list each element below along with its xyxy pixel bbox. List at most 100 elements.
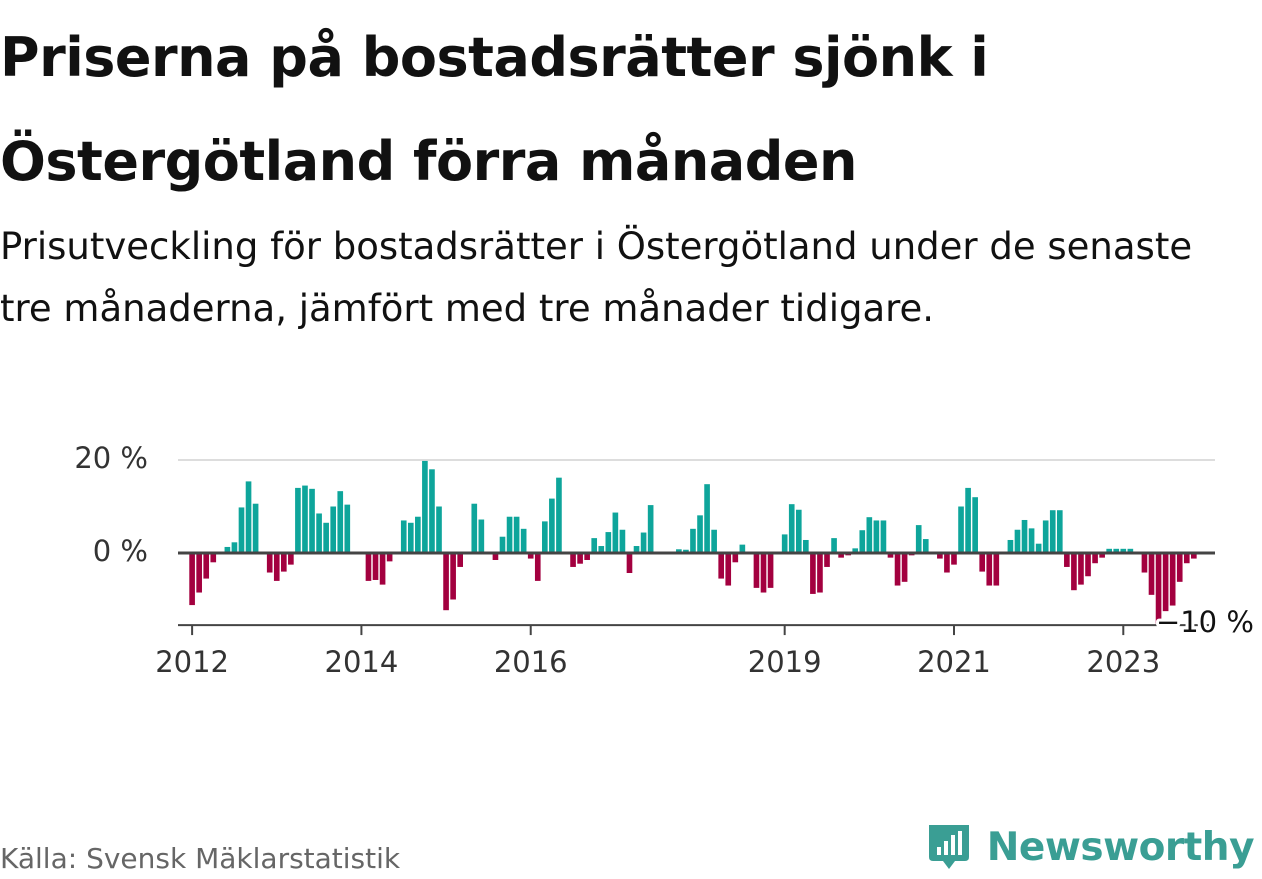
bar [951,553,957,565]
bar [337,491,344,553]
bar [852,548,859,553]
bar [1191,553,1197,559]
x-tick-label: 2014 [325,645,399,679]
bar [556,477,562,553]
bar [880,520,887,553]
bar-chart-logo-icon [928,825,969,869]
bar [937,553,943,559]
bar [506,516,513,553]
bar [196,553,202,593]
bar [1042,520,1049,553]
bar [330,506,337,553]
bar [965,487,971,553]
bar [753,553,760,588]
bar [1113,548,1120,553]
bar [422,460,428,553]
bar [781,534,788,553]
bar [527,553,534,559]
chart-title: Priserna på bostadsrätter sjönk i Österg… [0,26,989,193]
bar [365,553,372,581]
bar-chart: 0 % 20 % 2012 2014 2016 2019 2021 2023 −10 % [74,441,1257,679]
bar [633,546,640,554]
bar [901,553,908,582]
axis-labels: 0 % 20 % 2012 2014 2016 2019 2021 2023 −10 % [74,441,1257,679]
x-tick-label: 2021 [917,645,991,679]
bar [647,505,654,553]
bar [1141,553,1148,573]
bar [1092,553,1098,564]
bar [231,542,238,554]
bar [993,553,1000,586]
bar [704,484,710,553]
bar [1028,528,1035,553]
bar [817,553,823,593]
bar [309,488,315,553]
x-tick-label: 2016 [494,645,568,679]
bar [810,553,816,594]
bar [1155,553,1162,624]
bars [189,460,1197,624]
bar [1148,553,1155,595]
bar [1162,553,1169,612]
bar [788,504,795,553]
value-annotation: −10 % [1156,605,1254,639]
bar [1064,553,1070,567]
bar [591,538,598,553]
bar [697,515,703,553]
bar [436,506,442,553]
bar [690,528,696,553]
bar [372,553,379,580]
bar [252,503,259,553]
bar [718,553,725,579]
bar [478,519,485,553]
bar [245,481,252,553]
bar [577,553,583,564]
axes [178,551,1215,636]
bar [972,497,978,553]
bar [1127,548,1134,553]
source-note: Källa: Svensk Mäklarstatistik [0,842,401,875]
bar [1071,553,1077,591]
bar [1007,539,1014,553]
bar [711,529,717,553]
bar [922,539,929,553]
bar [915,525,922,553]
bar [542,521,548,553]
bar [605,532,612,554]
bar [471,503,478,553]
bar [824,553,830,567]
bar [302,485,308,553]
bar [626,553,633,573]
bar [739,544,746,553]
bar [838,553,844,558]
bar [534,553,541,581]
bar [795,509,802,553]
bar [1099,553,1105,558]
bar [760,553,767,593]
bar [873,520,880,553]
bar [831,538,837,553]
bar [429,469,435,553]
bar [1120,548,1127,553]
bar [1106,548,1112,553]
bar [986,553,993,586]
bar [450,553,456,600]
bar [1078,553,1084,585]
bar [224,546,231,553]
bar [676,549,682,553]
bar [732,553,739,563]
bar [1169,553,1176,606]
bar [316,513,322,553]
bar [400,520,407,553]
bar [887,553,894,558]
bar [1021,519,1028,553]
y-tick-label: 0 % [93,534,148,568]
bar [803,539,809,553]
bar [492,553,499,560]
bar [203,553,210,579]
bar [288,553,294,565]
bar [549,498,555,553]
bar [520,528,527,553]
bar [944,553,950,573]
bar [295,487,301,553]
